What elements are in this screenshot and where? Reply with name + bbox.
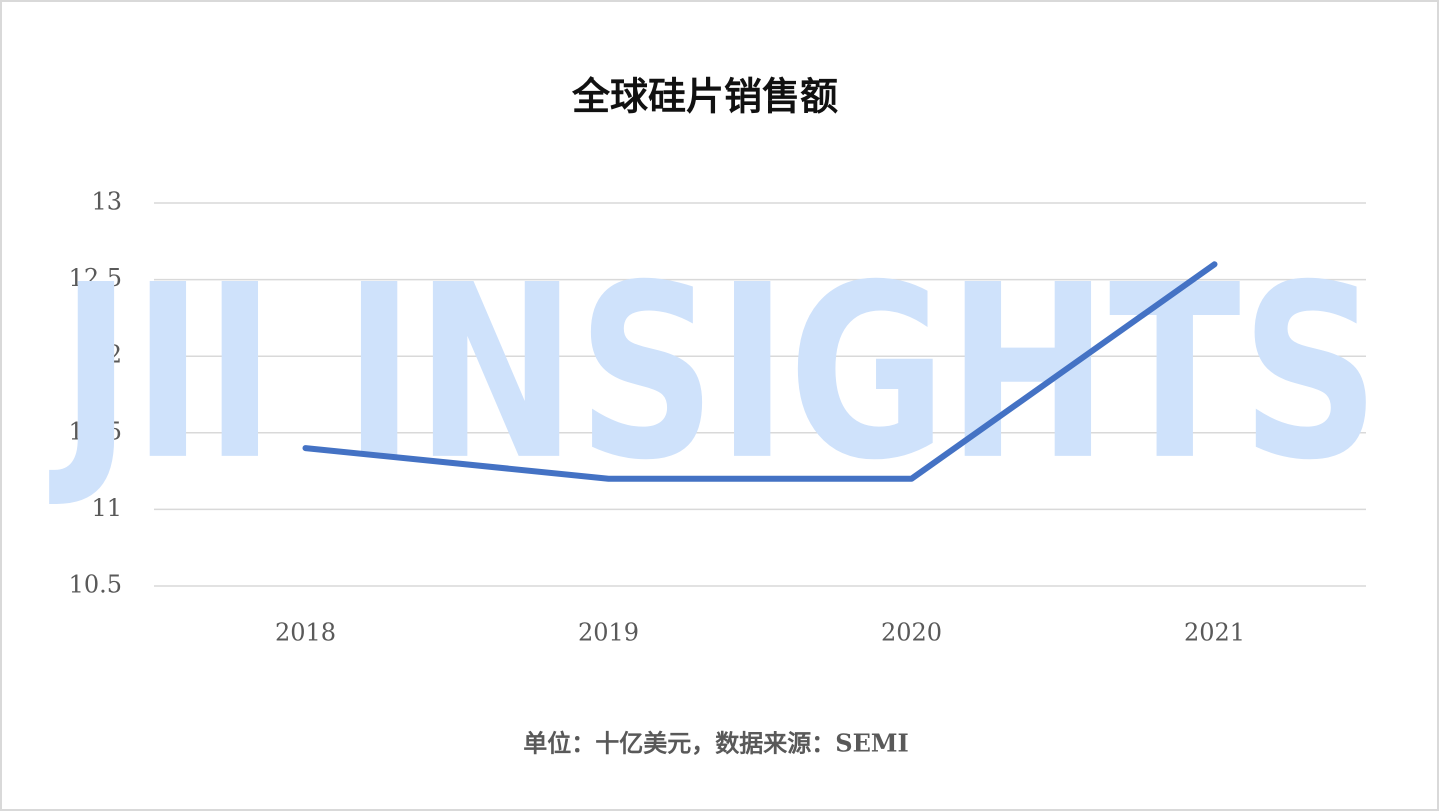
- y-tick-label: 13: [91, 188, 122, 216]
- x-tick-label: 2018: [275, 619, 336, 647]
- data-line: [302, 261, 1218, 482]
- y-tick-label: 11: [91, 494, 122, 522]
- watermark: JII INSIGHTS: [49, 233, 1380, 513]
- footnote: 单位：十亿美元，数据来源：SEMI: [523, 729, 908, 758]
- y-tick-label: 11.5: [69, 417, 122, 445]
- y-tick-label: 12: [91, 341, 122, 369]
- x-tick-label: 2019: [578, 619, 639, 647]
- y-tick-label: 12.5: [69, 264, 122, 292]
- x-tick-label: 2020: [881, 619, 942, 647]
- chart-title: 全球硅片销售额: [571, 74, 838, 119]
- x-tick-label: 2021: [1184, 619, 1245, 647]
- y-tick-label: 10.5: [69, 571, 122, 599]
